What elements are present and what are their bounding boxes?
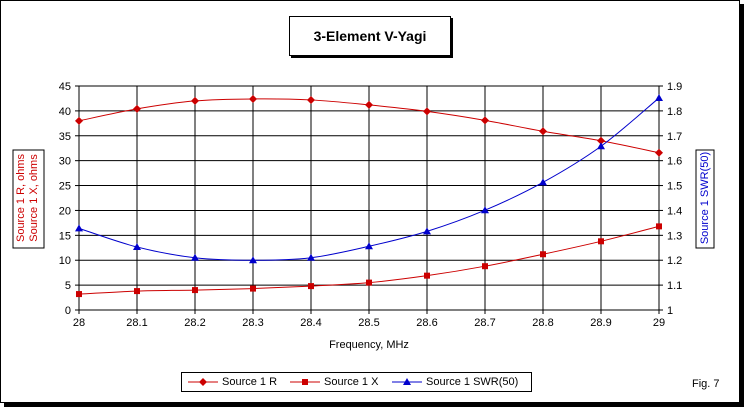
y-left-tick-label: 15 [59,230,71,242]
x-tick-label: 28.1 [126,317,147,329]
y-right-tick-label: 1.3 [667,230,682,242]
chart-title: 3-Element V-Yagi [313,28,427,44]
legend-item-r: Source 1 R [188,375,277,389]
y-left-axis-label-r: Source 1 R, ohms [15,153,27,242]
y-right-tick-label: 1.5 [667,181,682,193]
y-left-axis-label-x: Source 1 X, ohms [28,154,40,242]
point-swr [481,206,489,214]
point-swr [191,253,199,261]
y-right-tick-label: 1.7 [667,131,682,143]
point-r [539,127,547,136]
legend-symbol-diamond [188,378,218,386]
legend: Source 1 R Source 1 X Source 1 SWR(50) [181,372,532,392]
point-r [307,95,315,104]
y-right-tick-label: 1 [667,305,673,317]
y-left-tick-label: 35 [59,131,71,143]
x-tick-label: 29 [653,317,665,329]
y-left-tick-label: 0 [65,305,71,317]
point-x [540,251,546,258]
point-r [481,116,489,125]
point-swr [423,227,431,235]
y-left-tick-label: 25 [59,181,71,193]
point-swr [307,253,315,261]
point-r [249,94,257,103]
point-r [597,136,605,145]
point-x [76,291,82,298]
legend-item-swr: Source 1 SWR(50) [392,375,518,389]
chart-title-box: 3-Element V-Yagi [289,16,451,56]
x-tick-label: 28.2 [184,317,205,329]
point-r [75,116,83,125]
point-x [192,287,198,294]
point-r [423,107,431,116]
plot-border [78,85,660,311]
x-tick-label: 28.5 [358,317,379,329]
y-right-axis-label: Source 1 SWR(50) [699,152,711,244]
y-right-tick-label: 1.4 [667,205,682,217]
point-x [134,288,140,295]
legend-label-swr: Source 1 SWR(50) [426,376,519,388]
point-x [656,223,662,230]
x-tick-label: 28.8 [532,317,553,329]
x-tick-label: 28.9 [590,317,611,329]
x-tick-label: 28.7 [474,317,495,329]
point-x [308,283,314,290]
point-x [598,238,604,245]
point-swr [539,178,547,186]
point-r [191,96,199,105]
point-swr [597,142,605,150]
legend-item-x: Source 1 X [290,375,378,389]
y-right-tick-label: 1.8 [667,106,682,118]
point-r [133,104,141,113]
figure-label: Fig. 7 [692,378,720,390]
y-right-tick-label: 1.6 [667,156,682,168]
point-r [365,100,373,109]
y-right-label-box [695,149,715,249]
point-x [366,279,372,286]
legend-label-r: Source 1 R [222,376,278,388]
y-left-tick-label: 20 [59,205,71,217]
point-swr [365,242,373,250]
point-r [655,148,663,157]
legend-symbol-square [290,379,320,385]
x-tick-label: 28.4 [300,317,321,329]
x-tick-label: 28 [73,317,85,329]
y-left-tick-label: 10 [59,255,71,267]
x-tick-label: 28.3 [242,317,263,329]
point-swr [655,93,663,101]
legend-label-x: Source 1 X [324,376,379,388]
y-right-tick-label: 1.1 [667,280,682,292]
point-x [250,285,256,292]
y-left-label-box [12,149,45,249]
point-swr [249,256,257,264]
y-left-tick-label: 5 [65,280,71,292]
y-right-tick-label: 1.9 [667,81,682,93]
series-line-2 [78,97,660,261]
point-swr [75,224,83,232]
point-swr [133,243,141,251]
y-left-tick-label: 45 [59,81,71,93]
legend-symbol-triangle [392,378,422,385]
y-right-tick-label: 1.2 [667,255,682,267]
y-left-tick-label: 40 [59,106,71,118]
y-left-tick-label: 30 [59,156,71,168]
point-x [424,272,430,279]
x-tick-label: 28.6 [416,317,437,329]
x-axis-label: Frequency, MHz [329,339,409,351]
point-x [482,263,488,270]
